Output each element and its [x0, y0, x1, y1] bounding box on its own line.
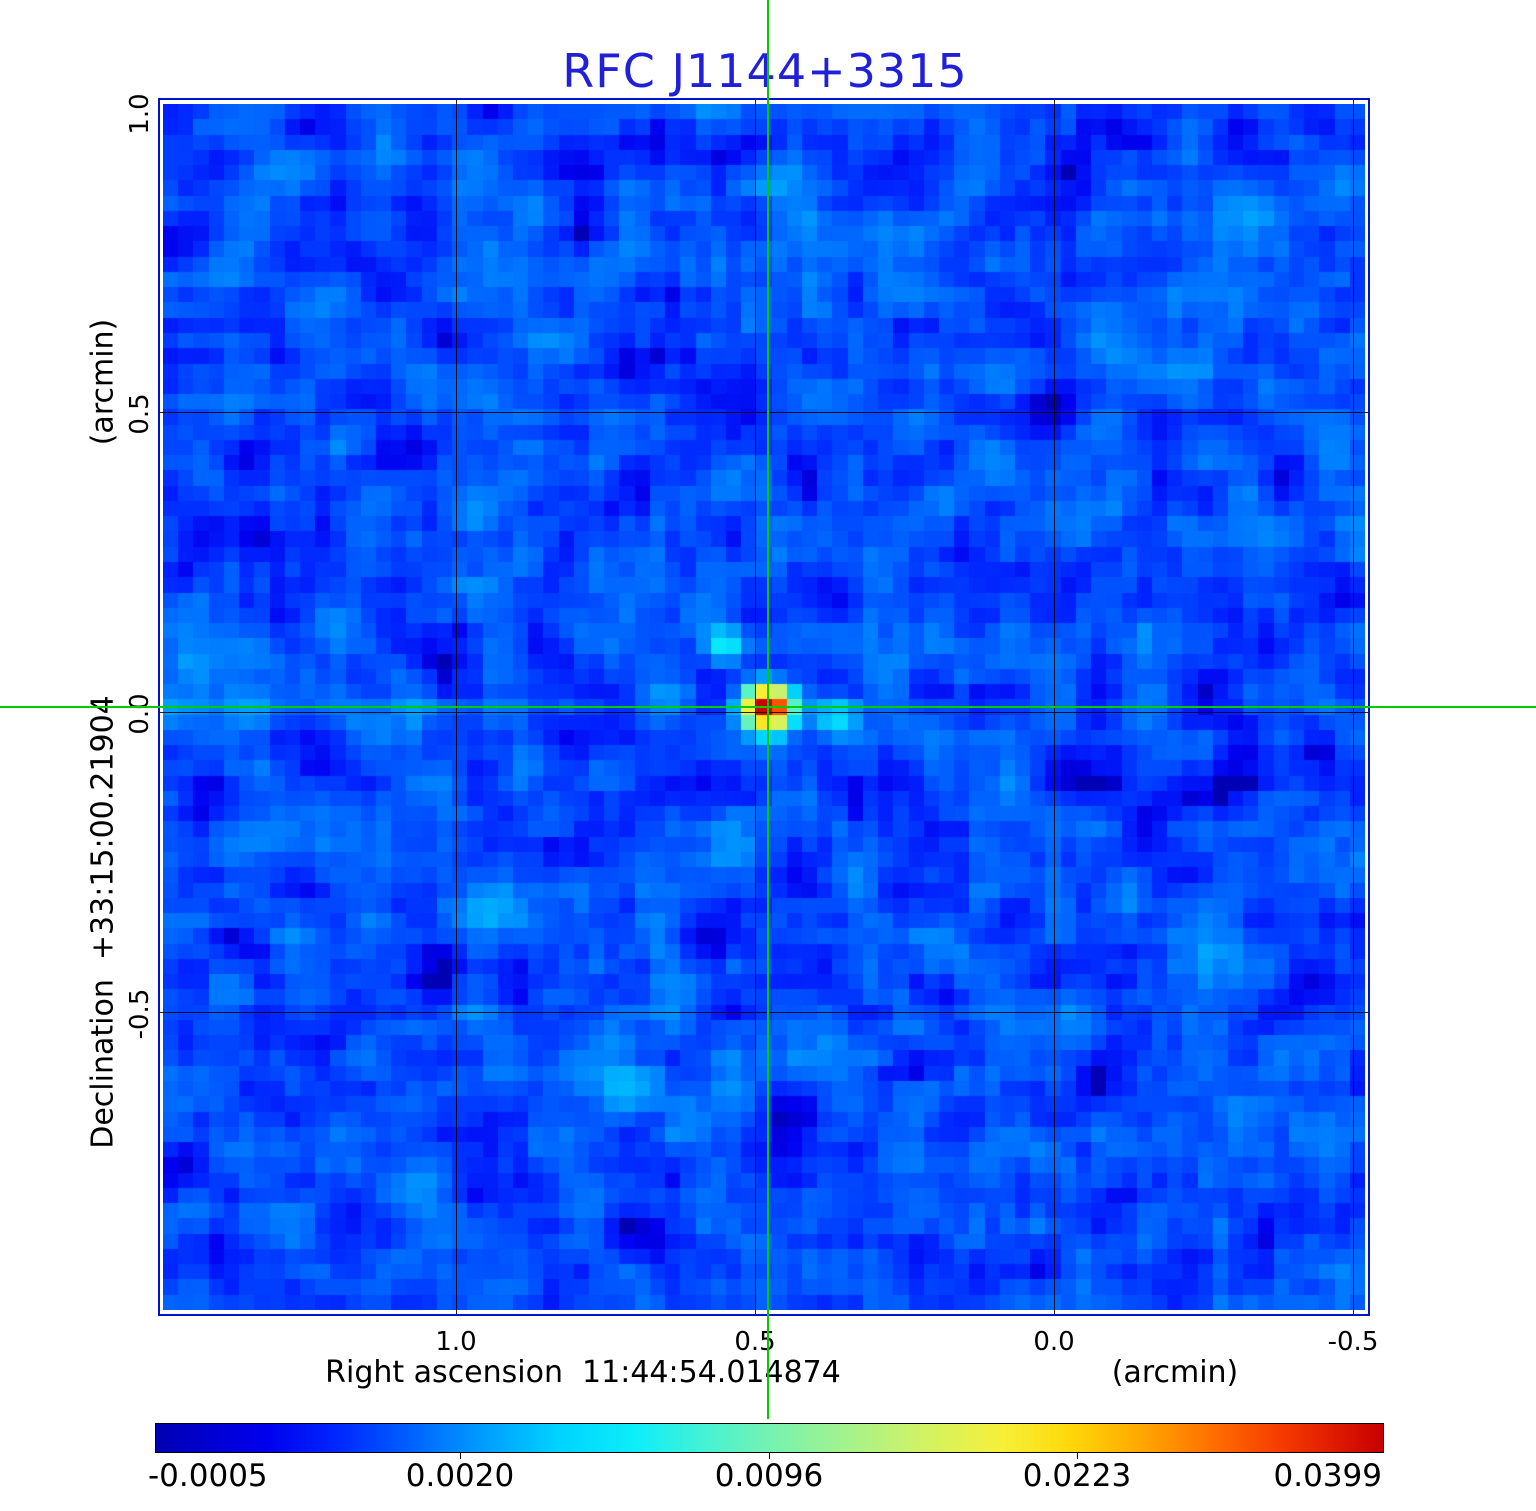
x-axis-unit-label: (arcmin) — [1111, 1355, 1239, 1390]
colorbar-tick — [769, 1453, 770, 1459]
gridline — [160, 412, 1368, 413]
y-axis-unit-label: (arcmin) — [85, 318, 121, 446]
crosshair-horizontal-line — [0, 706, 1536, 708]
colorbar-tick-label: 0.0020 — [405, 1458, 515, 1494]
x-axis-name-label: Right ascension 11:44:54.014874 — [325, 1355, 841, 1390]
colorbar-tick-label: 0.0096 — [714, 1458, 824, 1494]
colorbar-tick — [1077, 1453, 1078, 1459]
y-axis-name-label: Declination +33:15:00.21904 — [85, 695, 121, 1149]
colorbar-gradient — [156, 1424, 1383, 1452]
y-tick-label: 0.5 — [125, 393, 155, 435]
colorbar-tick — [460, 1453, 461, 1459]
x-tick-label: 1.0 — [435, 1327, 477, 1357]
y-tick-label: -0.5 — [125, 988, 155, 1040]
y-tick-label: 1.0 — [125, 93, 155, 135]
colorbar-tick-label: -0.0005 — [148, 1458, 268, 1494]
crosshair-vertical-line — [767, 0, 769, 1419]
colorbar — [155, 1423, 1384, 1453]
colorbar-tick-label: 0.0223 — [1022, 1458, 1132, 1494]
figure-title: RFC J1144+3315 — [562, 44, 968, 98]
gridline — [160, 1012, 1368, 1013]
colorbar-tick-label: 0.0399 — [1273, 1458, 1382, 1494]
x-tick-label: 0.0 — [1033, 1327, 1075, 1357]
y-tick-label: 0.0 — [125, 693, 155, 735]
x-tick-label: -0.5 — [1327, 1327, 1379, 1357]
x-tick-label: 0.5 — [734, 1327, 776, 1357]
gridline — [160, 712, 1368, 713]
